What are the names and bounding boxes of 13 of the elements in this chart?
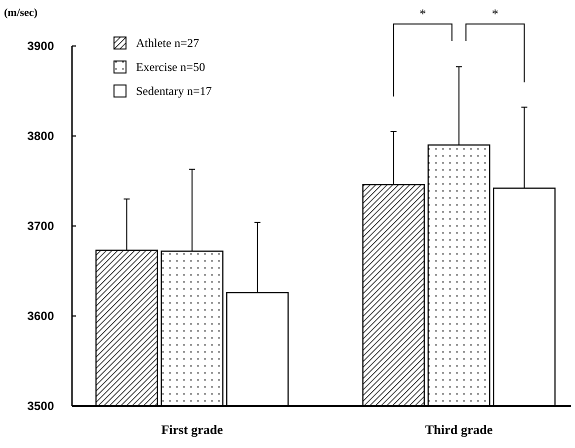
y-tick-label: 3900 xyxy=(27,39,54,54)
legend-label: Athlete n=27 xyxy=(136,36,200,50)
y-axis-title: (m/sec) xyxy=(4,7,38,19)
y-tick-label: 3800 xyxy=(27,129,54,144)
legend-label: Exercise n=50 xyxy=(136,60,206,74)
y-tick-label: 3600 xyxy=(27,309,54,324)
x-tick-label: Third grade xyxy=(425,422,493,437)
text: * xyxy=(492,6,498,21)
x-tick-label: First grade xyxy=(161,422,224,437)
y-tick-label: 3500 xyxy=(27,399,54,414)
y-tick-label: 3700 xyxy=(27,219,54,234)
text: * xyxy=(420,6,426,21)
legend-label: Sedentary n=17 xyxy=(136,84,212,98)
